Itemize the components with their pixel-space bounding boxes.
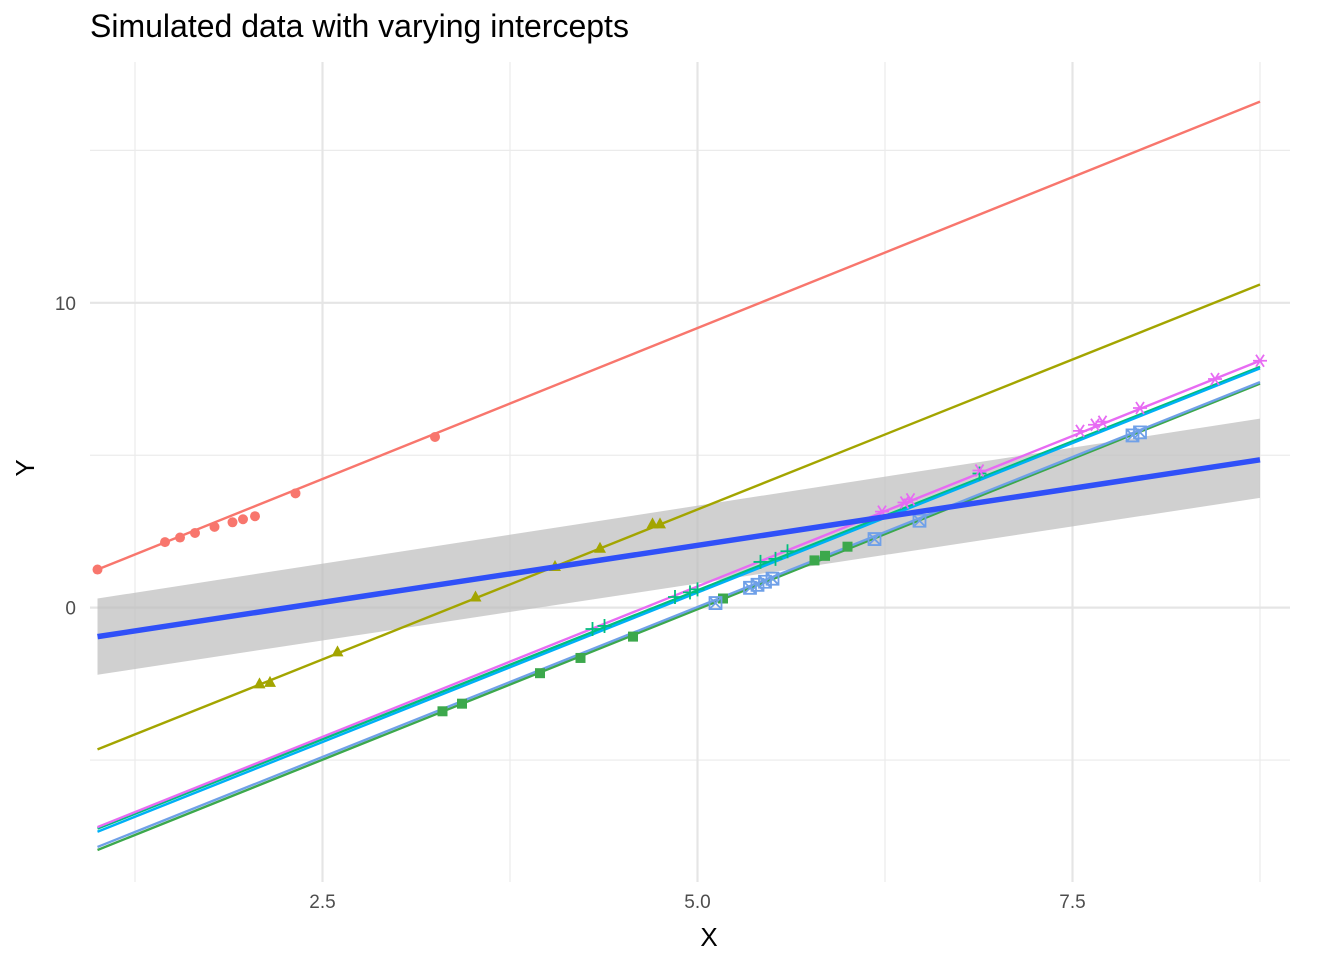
tick-labels: 2.5 5.0 7.5 0 10: [55, 294, 1086, 913]
data-point-group-3: [753, 554, 768, 569]
x-tick-label: 7.5: [1059, 892, 1085, 913]
data-point-group-6: [842, 541, 853, 552]
data-point-group-5: [1253, 354, 1267, 368]
data-point-group-3: [597, 618, 612, 633]
data-point-group-7: [1133, 425, 1147, 440]
data-point-group-6: [628, 631, 638, 642]
x-tick-label: 2.5: [309, 892, 335, 913]
x-axis-title: X: [700, 922, 717, 952]
data-point-group-6: [437, 706, 448, 717]
data-point-group-1: [227, 517, 238, 528]
data-point-group-2: [253, 677, 266, 689]
data-point-group-6: [575, 652, 586, 663]
data-points: [92, 354, 1267, 717]
data-point-group-2: [331, 645, 344, 657]
data-point-group-6: [718, 593, 728, 604]
data-point-group-3: [780, 544, 795, 559]
data-point-group-5: [1133, 401, 1147, 415]
data-point-group-3: [668, 589, 682, 604]
data-point-group-1: [160, 537, 170, 548]
group-line-6: [97, 382, 1261, 852]
data-point-group-3: [690, 582, 705, 597]
data-point-group-3: [683, 585, 697, 600]
data-point-group-1: [290, 488, 301, 499]
data-point-group-6: [457, 698, 467, 709]
data-point-group-1: [92, 564, 103, 575]
data-point-group-2: [654, 517, 666, 529]
x-tick-label: 5.0: [684, 892, 710, 913]
data-point-group-6: [820, 550, 830, 561]
data-point-group-1: [190, 527, 200, 538]
data-point-group-7: [765, 571, 780, 586]
group-line-5: [97, 359, 1261, 829]
data-point-group-5: [903, 492, 918, 506]
data-point-group-5: [1095, 415, 1110, 429]
group-line-2: [97, 283, 1261, 751]
group-line-4: [97, 367, 1261, 833]
data-point-group-2: [469, 590, 482, 602]
data-point-group-3: [768, 551, 783, 566]
data-point-group-5: [1073, 424, 1087, 438]
data-point-group-5: [1208, 372, 1222, 386]
y-tick-label: 0: [65, 599, 76, 620]
chart-title: Simulated data with varying intercepts: [90, 8, 629, 44]
pooled-regression-line: [97, 457, 1261, 640]
data-point-group-2: [594, 541, 606, 553]
data-point-group-3: [585, 621, 600, 636]
data-point-group-5: [972, 463, 987, 477]
data-point-group-2: [264, 675, 276, 687]
data-point-group-7: [867, 532, 882, 546]
pooled-fit-line: [97, 457, 1261, 640]
group-line-7: [97, 380, 1261, 849]
data-point-group-1: [250, 511, 260, 522]
data-point-group-7: [912, 513, 927, 528]
data-point-group-1: [238, 514, 248, 525]
data-point-group-1: [430, 431, 440, 442]
data-point-group-7: [708, 596, 723, 610]
y-axis-title: Y: [10, 459, 40, 476]
data-point-group-1: [175, 532, 185, 543]
data-point-group-6: [809, 555, 820, 566]
data-point-group-6: [535, 668, 545, 679]
y-tick-label: 10: [55, 294, 76, 315]
data-point-group-1: [209, 521, 220, 532]
